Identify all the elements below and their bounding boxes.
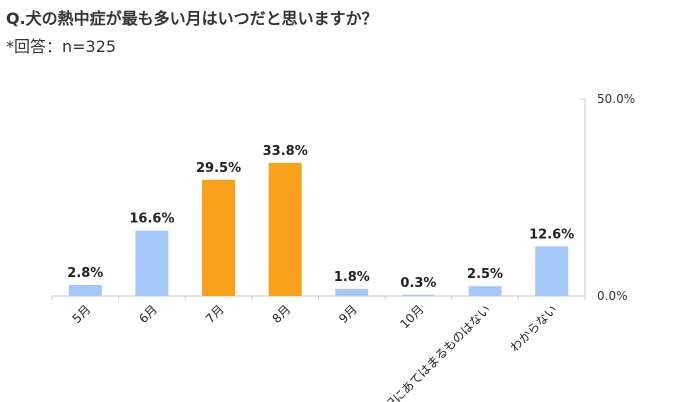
data-label-6: 0.3% [400, 276, 436, 291]
bar-6 [401, 294, 435, 296]
bar-1 [68, 284, 102, 296]
y-tick-label: 0.0% [597, 289, 628, 303]
y-tick-label: 50.0% [597, 92, 635, 106]
category-label-8: わからない [507, 302, 559, 354]
category-label-7: 上記にあてはまるものはない [373, 302, 494, 402]
chart-subtitle: *回答：n=325 [6, 37, 117, 56]
bar-7 [468, 286, 502, 296]
bar-8 [535, 246, 569, 296]
data-label-7: 2.5% [467, 267, 503, 282]
data-label-8: 12.6% [529, 227, 574, 242]
bar-5 [335, 288, 369, 296]
data-label-3: 29.5% [196, 161, 241, 176]
bar-4 [268, 162, 302, 296]
category-label-2: 6月 [136, 302, 160, 326]
data-label-4: 33.8% [263, 144, 308, 159]
category-label-3: 7月 [203, 302, 227, 326]
data-label-5: 1.8% [334, 270, 370, 285]
category-label-6: 10月 [397, 302, 426, 331]
category-label-5: 9月 [336, 302, 360, 326]
bar-3 [202, 179, 236, 296]
bar-2 [135, 230, 169, 296]
data-label-2: 16.6% [129, 212, 174, 227]
category-label-4: 8月 [270, 302, 294, 326]
category-label-1: 5月 [70, 302, 94, 326]
data-label-1: 2.8% [67, 266, 103, 281]
chart-title: Q.犬の熱中症が最も多い月はいつだと思いますか？ [6, 9, 378, 28]
